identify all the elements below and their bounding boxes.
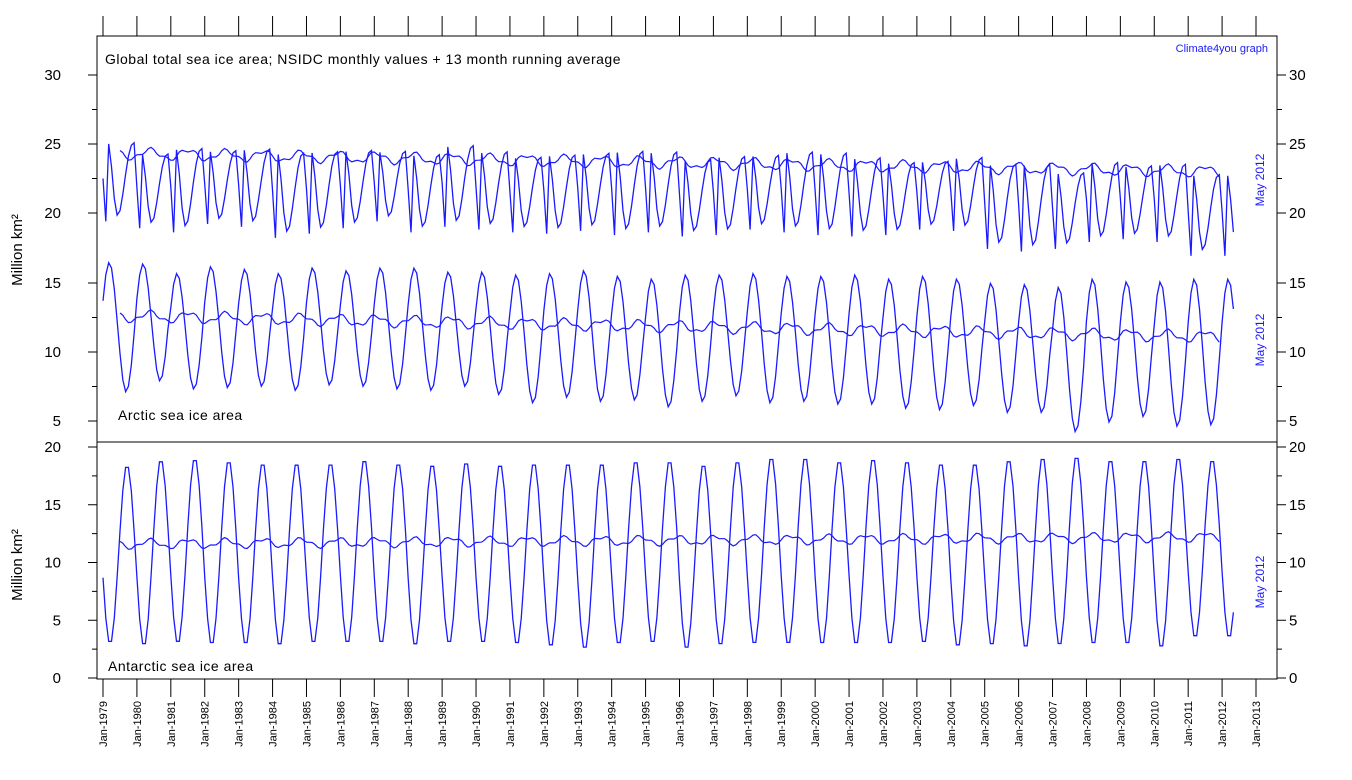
x-tick-label: Jan-1983	[234, 701, 246, 747]
y-tick-label-left: 10	[44, 344, 61, 361]
y-axes: 20 20 25 25 30 30 5 5 10 10 15 15 0 0 5 5 10 10 15 15 20 20	[44, 67, 1305, 687]
x-tick-label: Jan-2006	[1014, 701, 1026, 747]
upper-y-axis-title: Million km²	[9, 214, 26, 286]
x-tick-label: Jan-1982	[200, 701, 212, 747]
x-tick-label: Jan-1986	[335, 701, 347, 747]
lower-y-axis-title: Million km²	[9, 529, 26, 601]
x-axis: Jan-1979 Jan-1980 Jan-1981 Jan-1982 Jan-1983…	[98, 16, 1263, 747]
antarctic-panel-title: Antarctic sea ice area	[108, 658, 254, 674]
x-tick-label: Jan-2005	[980, 701, 992, 747]
antarctic-end-label: May 2012	[1253, 555, 1267, 608]
y-tick-label-right: 15	[1289, 497, 1306, 514]
y-tick-label-left: 15	[44, 497, 61, 514]
y-tick-label-right: 5	[1289, 413, 1297, 430]
antarctic-running-average-line	[119, 531, 1220, 550]
x-tick-label: Jan-1979	[98, 701, 110, 747]
global-running-average-line	[119, 146, 1220, 178]
x-tick-label: Jan-1981	[166, 701, 178, 747]
x-tick-label: Jan-1995	[641, 701, 653, 747]
x-tick-label: Jan-1985	[301, 701, 313, 747]
x-tick-label: Jan-1989	[437, 701, 449, 747]
credit-label: Climate4you graph	[1176, 43, 1268, 55]
y-tick-label-left: 5	[53, 612, 61, 629]
x-tick-label: Jan-2007	[1048, 701, 1060, 747]
arctic-end-label: May 2012	[1253, 313, 1267, 366]
arctic-panel-title: Arctic sea ice area	[118, 407, 243, 423]
global-panel-title: Global total sea ice area; NSIDC monthly…	[105, 51, 621, 67]
x-tick-label: Jan-2002	[878, 701, 890, 747]
x-tick-label: Jan-1988	[403, 701, 415, 747]
x-tick-label: Jan-2008	[1081, 701, 1093, 747]
y-tick-label-left: 25	[44, 136, 61, 153]
x-tick-label: Jan-1996	[675, 701, 687, 747]
x-tick-label: Jan-2004	[946, 701, 958, 747]
x-tick-label: Jan-1987	[369, 701, 381, 747]
y-tick-label-right: 20	[1289, 439, 1306, 456]
y-tick-label-right: 0	[1289, 670, 1297, 687]
x-tick-label: Jan-1990	[471, 701, 483, 747]
x-tick-label: Jan-2009	[1115, 701, 1127, 747]
x-tick-label: Jan-1980	[132, 701, 144, 747]
y-tick-label-left: 20	[44, 205, 61, 222]
x-tick-label: Jan-1993	[573, 701, 585, 747]
antarctic-monthly-line	[102, 457, 1235, 648]
y-tick-label-left: 20	[44, 439, 61, 456]
x-tick-label: Jan-2011	[1183, 701, 1195, 746]
y-tick-label-left: 5	[53, 413, 61, 430]
y-tick-label-left: 15	[44, 275, 61, 292]
arctic-monthly-line	[102, 260, 1235, 434]
y-tick-label-right: 10	[1289, 344, 1306, 361]
y-tick-label-right: 30	[1289, 67, 1306, 84]
x-tick-label: Jan-2010	[1149, 701, 1161, 747]
y-tick-label-right: 20	[1289, 205, 1306, 222]
x-tick-label: Jan-2000	[810, 701, 822, 747]
x-tick-label: Jan-1984	[268, 701, 280, 747]
x-tick-label: Jan-1999	[776, 701, 788, 747]
plot-frame	[96, 35, 1278, 680]
y-tick-label-left: 30	[44, 67, 61, 84]
x-tick-label: Jan-2012	[1217, 701, 1229, 747]
series-layer	[102, 141, 1235, 648]
x-tick-label: Jan-2003	[912, 701, 924, 747]
x-tick-label: Jan-1997	[708, 701, 720, 747]
y-tick-label-left: 10	[44, 555, 61, 572]
x-tick-label: Jan-2013	[1251, 701, 1263, 747]
x-tick-label: Jan-1991	[505, 701, 517, 747]
x-tick-label: Jan-2001	[844, 701, 856, 747]
x-tick-label: Jan-1994	[607, 701, 619, 747]
global-monthly-line	[102, 141, 1235, 256]
y-tick-label-right: 5	[1289, 612, 1297, 629]
global-end-label: May 2012	[1253, 153, 1267, 206]
y-tick-label-left: 0	[53, 670, 61, 687]
y-tick-label-right: 10	[1289, 555, 1306, 572]
arctic-running-average-line	[119, 309, 1220, 343]
x-tick-label: Jan-1998	[742, 701, 754, 747]
x-tick-label: Jan-1992	[539, 701, 551, 747]
y-tick-label-right: 15	[1289, 275, 1306, 292]
y-tick-label-right: 25	[1289, 136, 1306, 153]
